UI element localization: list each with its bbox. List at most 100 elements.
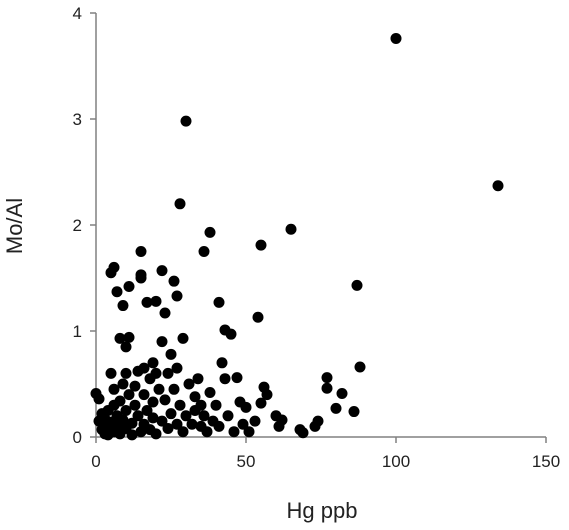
data-point	[312, 415, 324, 427]
data-point	[117, 414, 129, 426]
data-point	[285, 223, 297, 235]
data-point	[204, 386, 216, 398]
data-point	[120, 405, 132, 416]
data-point	[180, 115, 192, 127]
data-point	[162, 423, 174, 435]
data-point	[168, 275, 180, 287]
data-point	[129, 399, 141, 411]
data-point	[252, 311, 264, 323]
data-point	[159, 394, 171, 406]
y-tick-label: 0	[73, 428, 82, 447]
data-point	[114, 332, 126, 344]
data-point	[141, 296, 153, 308]
data-point	[336, 388, 348, 400]
data-point	[150, 428, 162, 440]
data-point	[156, 415, 168, 427]
data-point	[150, 367, 162, 379]
data-point	[198, 246, 210, 257]
data-point	[171, 362, 183, 374]
data-point	[129, 380, 141, 392]
data-point	[216, 357, 228, 369]
data-point	[174, 198, 186, 210]
y-tick-label: 2	[73, 216, 82, 235]
data-point	[183, 378, 195, 390]
data-point	[174, 399, 186, 411]
data-point	[117, 378, 129, 390]
data-point	[135, 246, 147, 257]
data-point	[120, 367, 132, 379]
x-tick-label: 100	[382, 452, 410, 471]
data-point	[354, 361, 366, 373]
data-point	[141, 405, 153, 416]
data-point	[171, 290, 183, 302]
data-point	[213, 296, 225, 308]
data-point	[225, 328, 237, 340]
data-point	[114, 395, 126, 407]
data-point	[348, 406, 360, 418]
data-point	[123, 280, 135, 292]
data-point	[138, 362, 150, 374]
data-point	[255, 239, 267, 251]
axes-layer: 0 1 2 3 4 0 50 100 150	[73, 4, 561, 471]
data-point	[213, 420, 225, 432]
data-point	[297, 427, 309, 439]
data-point	[105, 367, 117, 379]
data-point	[321, 372, 333, 384]
data-point	[321, 382, 333, 394]
x-tick-label: 150	[532, 452, 560, 471]
data-point	[222, 410, 234, 422]
data-point	[147, 357, 159, 369]
data-point	[390, 32, 402, 44]
data-point	[147, 396, 159, 408]
data-point	[147, 412, 159, 424]
data-point	[186, 418, 198, 430]
data-point	[249, 415, 261, 427]
data-point	[195, 399, 207, 411]
data-point	[165, 408, 177, 420]
data-point	[93, 393, 105, 405]
y-tick-label: 3	[73, 110, 82, 129]
y-tick-label: 1	[73, 322, 82, 341]
data-point	[330, 402, 342, 414]
data-point	[168, 383, 180, 395]
data-point	[192, 373, 204, 385]
data-point	[126, 429, 138, 441]
data-point	[162, 367, 174, 379]
data-point	[177, 332, 189, 344]
data-point	[159, 307, 171, 319]
data-point	[255, 397, 267, 409]
y-axis-title: Mo/Al	[2, 198, 27, 254]
data-point	[243, 426, 255, 438]
data-point	[108, 261, 120, 273]
data-point	[177, 426, 189, 438]
data-point	[204, 226, 216, 238]
data-point	[492, 180, 504, 192]
data-point	[180, 410, 192, 422]
data-point	[231, 372, 243, 384]
data-point	[126, 417, 138, 429]
y-tick-label: 4	[73, 4, 82, 23]
data-point	[351, 279, 363, 291]
data-point	[219, 373, 231, 385]
data-point	[153, 383, 165, 395]
data-point	[189, 391, 201, 403]
x-tick-label: 0	[91, 452, 100, 471]
points-layer	[90, 32, 504, 441]
data-point	[210, 399, 222, 411]
data-point	[156, 265, 168, 277]
data-point	[261, 389, 273, 401]
data-point	[171, 418, 183, 430]
data-point	[237, 418, 249, 430]
data-point	[135, 272, 147, 284]
data-point	[123, 389, 135, 401]
data-point	[228, 426, 240, 438]
data-point	[132, 410, 144, 422]
data-point	[156, 336, 168, 348]
data-point	[117, 300, 129, 312]
data-point	[120, 341, 132, 353]
x-tick-label: 50	[237, 452, 256, 471]
data-point	[165, 348, 177, 360]
data-point	[198, 410, 210, 422]
